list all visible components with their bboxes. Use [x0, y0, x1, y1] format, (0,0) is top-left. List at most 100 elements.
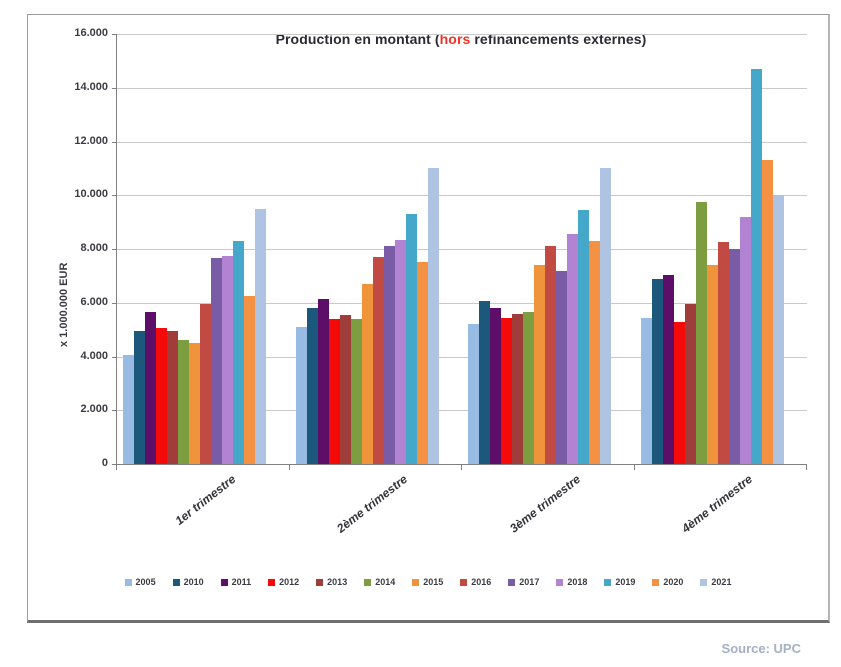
x-tick-mark [806, 465, 807, 470]
bar-2013-q2 [339, 314, 351, 464]
bar-2005-q4 [640, 317, 652, 464]
legend-swatch-2020 [652, 578, 660, 586]
bar-2011-q2 [317, 298, 329, 464]
chart-title-highlight: hors [439, 31, 471, 47]
legend-swatch-2012 [268, 578, 276, 586]
bar-2019-q2 [405, 214, 417, 464]
x-tick-mark [633, 465, 635, 470]
bar-2010-q1 [134, 330, 146, 464]
bar-2016-q1 [200, 304, 212, 464]
legend-item-2021: 2021 [700, 577, 731, 587]
bar-2013-q4 [684, 304, 696, 464]
bar-2021-q3 [600, 168, 612, 464]
bar-2011-q4 [662, 274, 674, 464]
legend-label-2016: 2016 [471, 577, 492, 587]
bar-2016-q4 [717, 242, 729, 464]
y-tick-label: 0 [101, 457, 108, 469]
y-tick-mark [112, 141, 117, 143]
legend-swatch-2018 [556, 578, 564, 586]
bar-2018-q3 [567, 234, 579, 464]
bar-2014-q2 [350, 318, 362, 464]
bar-2017-q4 [728, 249, 740, 464]
y-tick-mark [112, 302, 117, 304]
legend-swatch-2019 [604, 578, 612, 586]
bar-2019-q1 [233, 240, 245, 464]
legend-label-2005: 2005 [135, 577, 156, 587]
y-tick-label: 16.000 [74, 27, 108, 39]
bar-groups [117, 34, 807, 464]
legend-label-2013: 2013 [327, 577, 348, 587]
legend-item-2011: 2011 [220, 577, 252, 587]
x-axis-label-4: 4ème trimestre [679, 472, 756, 536]
bar-2019-q3 [578, 210, 590, 464]
legend: 2005 2010 2011 2012 2013 2014 2015 2016 2017 2018… [28, 577, 828, 587]
y-tick-label: 8.000 [80, 242, 108, 254]
legend-swatch-2013 [316, 578, 324, 586]
legend-label-2018: 2018 [567, 577, 588, 587]
y-tick-label: 10.000 [74, 188, 108, 201]
bar-2011-q3 [490, 308, 502, 464]
bar-group-1 [117, 34, 290, 464]
legend-swatch-2014 [364, 578, 372, 586]
bar-2012-q1 [156, 328, 168, 464]
chart-title-suffix: refinancements externes) [470, 31, 647, 47]
legend-label-2011: 2011 [231, 577, 252, 587]
legend-label-2010: 2010 [183, 577, 204, 587]
bar-2016-q2 [372, 257, 384, 464]
gridline [117, 141, 807, 143]
bar-2020-q2 [416, 262, 428, 464]
legend-swatch-2021 [700, 578, 708, 586]
bar-2020-q4 [761, 160, 773, 464]
bar-2010-q2 [306, 308, 318, 464]
legend-label-2015: 2015 [423, 577, 444, 587]
y-tick-label: 12.000 [74, 134, 108, 147]
bar-2018-q4 [739, 216, 751, 464]
legend-item-2010: 2010 [172, 577, 204, 587]
x-axis-label-1: 1er trimestre [171, 472, 238, 528]
bar-2015-q3 [534, 265, 546, 464]
legend-item-2005: 2005 [124, 577, 156, 587]
gridline [117, 87, 807, 89]
source-caption: Source: UPC [721, 641, 801, 656]
bar-2014-q1 [178, 340, 190, 464]
legend-label-2014: 2014 [375, 577, 396, 587]
bar-2014-q4 [695, 201, 707, 464]
legend-swatch-2015 [412, 578, 420, 586]
gridline [117, 195, 807, 197]
legend-item-2020: 2020 [652, 577, 683, 587]
y-tick-mark [112, 464, 117, 465]
bar-2018-q1 [222, 255, 234, 464]
bar-2017-q3 [556, 270, 568, 464]
bar-2013-q1 [167, 330, 179, 464]
legend-item-2015: 2015 [412, 577, 443, 587]
bar-2017-q2 [383, 246, 395, 464]
bar-group-4 [635, 34, 808, 464]
chart-title-prefix: Production en montant ( [275, 31, 440, 47]
gridline [117, 356, 807, 358]
y-tick-mark [112, 356, 117, 358]
legend-item-2016: 2016 [460, 577, 491, 587]
x-axis-label-3: 3ème trimestre [506, 472, 583, 536]
bar-group-2 [290, 34, 463, 464]
legend-label-2019: 2019 [615, 577, 636, 587]
bar-2005-q1 [123, 355, 135, 464]
legend-item-2012: 2012 [268, 577, 299, 587]
bar-2016-q3 [545, 246, 557, 464]
gridline [117, 410, 807, 412]
bar-2015-q1 [189, 343, 201, 464]
x-tick-mark [116, 465, 117, 470]
bar-2011-q1 [145, 312, 157, 464]
bar-2021-q2 [427, 168, 439, 464]
bar-2005-q2 [295, 326, 307, 464]
legend-item-2018: 2018 [556, 577, 587, 587]
y-tick-label: 14.000 [74, 80, 108, 93]
bar-2012-q4 [673, 321, 685, 464]
legend-item-2013: 2013 [316, 577, 347, 587]
y-tick-mark [112, 195, 117, 197]
legend-label-2012: 2012 [279, 577, 300, 587]
legend-swatch-2017 [508, 578, 516, 586]
legend-item-2014: 2014 [364, 577, 395, 587]
y-tick-label: 6.000 [80, 295, 108, 308]
bar-2010-q3 [479, 301, 491, 464]
